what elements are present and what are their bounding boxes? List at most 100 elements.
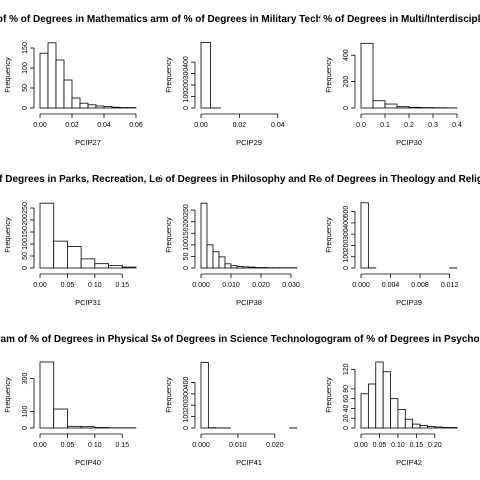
histogram-bar bbox=[94, 263, 109, 269]
panel-title: Histogram of % of Degrees in Military Te… bbox=[119, 14, 363, 25]
histogram-bar bbox=[71, 97, 81, 109]
y-axis-label: Frequency bbox=[324, 217, 333, 253]
histogram-bar bbox=[95, 105, 105, 109]
y-tick-label: 0 bbox=[343, 426, 350, 430]
histogram-bar bbox=[121, 266, 137, 269]
x-axis-label: PCIP42 bbox=[396, 458, 422, 467]
histogram-bar bbox=[397, 409, 406, 429]
y-tick-label: 50 bbox=[22, 252, 29, 260]
histogram-bar bbox=[360, 202, 369, 269]
histogram-panel-2: Histogram of % of Degrees in Military Te… bbox=[119, 14, 363, 147]
y-tick-label: 100 bbox=[183, 411, 190, 423]
y-tick-label: 0 bbox=[183, 426, 190, 430]
x-tick-label: 0.012 bbox=[441, 282, 459, 289]
y-tick-label: 400 bbox=[183, 377, 190, 389]
histogram-bar bbox=[242, 266, 250, 269]
histogram-bar bbox=[230, 265, 238, 269]
x-tick-label: 0.2 bbox=[404, 122, 414, 129]
x-tick-label: 0.008 bbox=[411, 282, 429, 289]
y-tick-label: 0 bbox=[343, 106, 350, 110]
y-tick-label: 0 bbox=[183, 106, 190, 110]
x-tick-label: 0.20 bbox=[428, 442, 442, 449]
histogram-panel-6: Histogram of % of Degrees in Theology an… bbox=[249, 174, 480, 307]
histogram-panel-8: Histogram of % of Degrees in Science Tec… bbox=[88, 334, 395, 467]
x-tick-label: 0.15 bbox=[115, 442, 129, 449]
y-tick-label: 0 bbox=[22, 106, 29, 110]
y-tick-label: 200 bbox=[183, 216, 190, 228]
histogram-bar bbox=[382, 371, 391, 429]
histogram-bar bbox=[39, 361, 55, 429]
y-axis-label: Frequency bbox=[164, 377, 173, 413]
y-tick-label: 0 bbox=[22, 426, 29, 430]
y-tick-label: 400 bbox=[343, 217, 350, 229]
panel-title: Histogram of % of Degrees in Science Tec… bbox=[88, 334, 395, 345]
y-tick-label: 100 bbox=[22, 62, 29, 74]
y-tick-label: 80 bbox=[343, 385, 350, 393]
histogram-bar bbox=[94, 427, 109, 429]
x-tick-label: 0.02 bbox=[233, 122, 247, 129]
histogram-bar bbox=[367, 383, 377, 429]
x-tick-label: 0.010 bbox=[229, 442, 247, 449]
x-axis-label: PCIP40 bbox=[75, 458, 101, 467]
x-axis-label: PCIP30 bbox=[396, 138, 422, 147]
x-axis-label: PCIP27 bbox=[75, 138, 101, 147]
x-axis-label: PCIP38 bbox=[236, 298, 262, 307]
histogram-bar bbox=[111, 106, 121, 109]
y-tick-label: 100 bbox=[22, 238, 29, 250]
histogram-bar bbox=[218, 256, 226, 269]
histogram-bar bbox=[236, 266, 244, 269]
y-tick-label: 20 bbox=[343, 414, 350, 422]
x-tick-label: 0.05 bbox=[61, 442, 75, 449]
y-tick-label: 200 bbox=[22, 214, 29, 226]
x-tick-label: 0.010 bbox=[222, 282, 240, 289]
y-tick-label: 300 bbox=[22, 373, 29, 385]
x-tick-label: 0.00 bbox=[194, 122, 208, 129]
x-tick-label: 0.00 bbox=[33, 282, 47, 289]
histogram-bar bbox=[412, 423, 421, 429]
x-tick-label: 0.15 bbox=[115, 282, 129, 289]
x-tick-label: 0.030 bbox=[282, 282, 300, 289]
histogram-bar bbox=[408, 106, 422, 109]
histogram-panel-7: Histogram of % of Degrees in Physical Sc… bbox=[0, 334, 160, 467]
panel-title: Histogram of % of Degrees in Theology an… bbox=[249, 174, 480, 185]
histogram-bar bbox=[55, 59, 65, 109]
y-axis-label: Frequency bbox=[3, 57, 12, 93]
histogram-bar bbox=[396, 106, 410, 109]
y-tick-label: 100 bbox=[22, 406, 29, 418]
x-axis-label: PCIP29 bbox=[236, 138, 262, 147]
y-tick-label: 50 bbox=[22, 84, 29, 92]
panel-title: Histogram of % of Degrees in Mathematics… bbox=[0, 14, 216, 25]
panel-title: Histogram of % of Degrees in Philosophy … bbox=[89, 174, 393, 185]
y-tick-label: 150 bbox=[22, 42, 29, 54]
histogram-bar bbox=[372, 100, 386, 109]
histogram-bar bbox=[212, 251, 220, 269]
x-tick-label: 0.00 bbox=[354, 442, 368, 449]
y-tick-label: 0 bbox=[22, 266, 29, 270]
y-tick-label: 400 bbox=[183, 56, 190, 68]
y-tick-label: 300 bbox=[343, 228, 350, 240]
x-tick-label: 0.4 bbox=[452, 122, 462, 129]
histogram-bar bbox=[67, 425, 82, 429]
x-tick-label: 0.004 bbox=[382, 282, 400, 289]
histogram-bar bbox=[248, 266, 256, 269]
y-tick-label: 150 bbox=[183, 227, 190, 239]
x-tick-label: 0.05 bbox=[373, 442, 387, 449]
histogram-bar bbox=[63, 79, 73, 109]
histogram-panel-3: Histogram of % of Degrees in Multi/Inter… bbox=[320, 14, 480, 147]
histogram-bar bbox=[434, 426, 443, 429]
panel-title: Histogram of % of Degrees in Psychology bbox=[302, 334, 480, 345]
y-tick-label: 150 bbox=[22, 226, 29, 238]
x-tick-label: 0.0 bbox=[356, 122, 366, 129]
y-tick-label: 0 bbox=[183, 266, 190, 270]
histogram-bar bbox=[53, 408, 68, 429]
x-tick-label: 0.06 bbox=[129, 122, 143, 129]
histogram-bar bbox=[390, 398, 399, 429]
y-tick-label: 250 bbox=[22, 202, 29, 214]
y-tick-label: 200 bbox=[183, 399, 190, 411]
histogram-bar bbox=[360, 42, 374, 109]
y-tick-label: 40 bbox=[343, 404, 350, 412]
panel-title: Histogram of % of Degrees in Parks, Recr… bbox=[0, 174, 244, 185]
histogram-panel-4: Histogram of % of Degrees in Parks, Recr… bbox=[0, 174, 244, 307]
x-axis-label: PCIP41 bbox=[236, 458, 262, 467]
